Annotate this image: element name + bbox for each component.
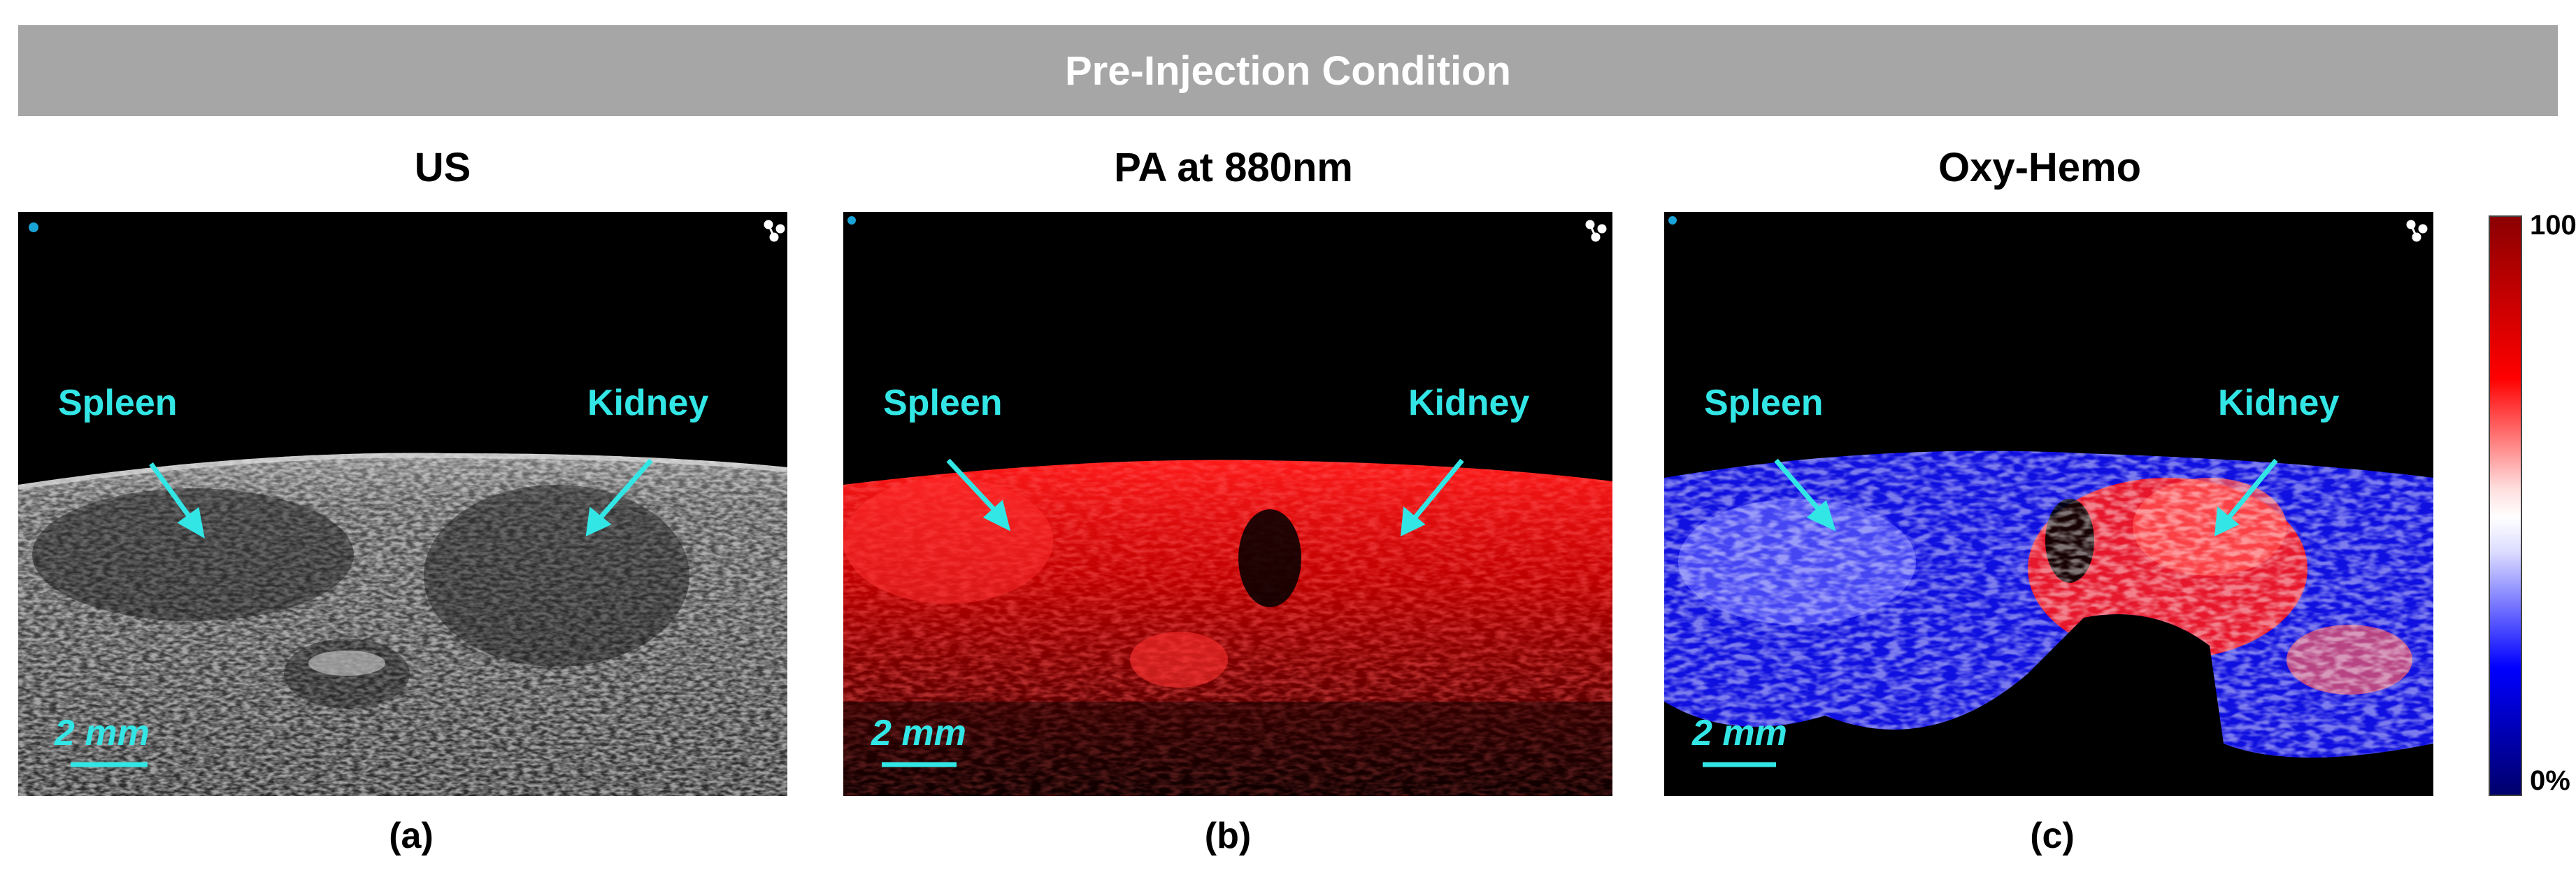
ultrasound-image-panel: Spleen Kidney 2 mm: [18, 212, 787, 796]
oxy-hemo-image: [1664, 212, 2433, 796]
photoacoustic-image-panel: Spleen Kidney 2 mm: [843, 212, 1612, 796]
ultrasound-image: [18, 212, 787, 796]
spleen-label: Spleen: [58, 383, 178, 423]
marker-dot-icon: [1668, 216, 1677, 225]
oxy-hemo-colorbar: [2489, 215, 2522, 796]
colorbar-max-label: 100%: [2530, 210, 2576, 241]
kidney-label: Kidney: [1408, 383, 1530, 423]
probe-orientation-icon: [2406, 220, 2428, 242]
panel-title-oxy: Oxy-Hemo: [1938, 145, 2142, 190]
spleen-label: Spleen: [1704, 383, 1824, 423]
marker-dot-icon: [29, 222, 38, 232]
caption-c: (c): [2030, 816, 2075, 856]
scale-bar-label: 2 mm: [871, 713, 966, 753]
scale-bar-label: 2 mm: [55, 713, 150, 753]
oxy-hemo-image-panel: Spleen Kidney 2 mm: [1664, 212, 2433, 796]
caption-b: (b): [1204, 816, 1252, 856]
kidney-label: Kidney: [2218, 383, 2340, 423]
marker-dot-icon: [847, 216, 856, 225]
spleen-label: Spleen: [883, 383, 1003, 423]
probe-orientation-icon: [1585, 220, 1607, 242]
probe-orientation-icon: [764, 220, 785, 242]
panel-title-us: US: [414, 145, 471, 190]
scale-bar-label: 2 mm: [1692, 713, 1787, 753]
caption-a: (a): [389, 816, 434, 856]
kidney-label: Kidney: [587, 383, 709, 423]
panel-title-pa: PA at 880nm: [1114, 145, 1353, 190]
photoacoustic-image: [843, 212, 1612, 796]
banner-title: Pre-Injection Condition: [1065, 48, 1511, 94]
colorbar-min-label: 0%: [2530, 765, 2570, 796]
condition-banner: Pre-Injection Condition: [18, 25, 2558, 116]
